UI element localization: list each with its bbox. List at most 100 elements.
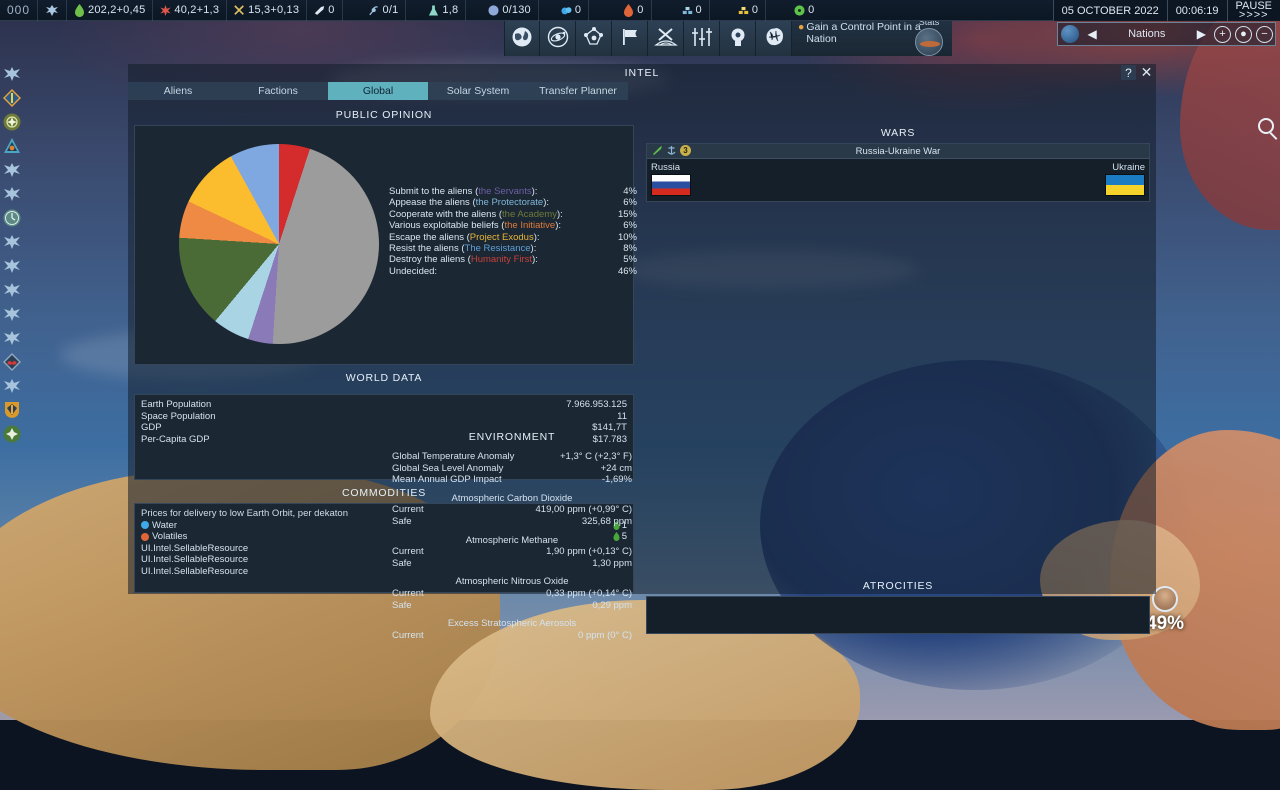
military-ops-icon	[690, 26, 714, 48]
resource-energy[interactable]: 40,2+1,3	[153, 0, 227, 21]
tab-transfer-planner[interactable]: Transfer Planner	[528, 82, 628, 100]
mission-control-icon	[369, 4, 380, 17]
row-value: 0,29 ppm	[592, 600, 632, 612]
sidebar-shield-icon	[3, 401, 21, 419]
row-label: Current	[392, 504, 424, 516]
resource-noble-metals[interactable]: 0	[710, 0, 766, 21]
tab-solar-system[interactable]: Solar System	[428, 82, 528, 100]
tab-aliens[interactable]: Aliens	[128, 82, 228, 100]
legend-faction-name: Humanity First	[471, 254, 532, 265]
commodity-name: UI.Intel.SellableResource	[141, 566, 248, 578]
military-ops-button[interactable]	[684, 18, 720, 56]
prev-layer-button[interactable]: ◀	[1082, 27, 1103, 41]
sidebar-item-shield[interactable]	[0, 398, 24, 422]
zoom-out-button[interactable]: −	[1256, 26, 1273, 43]
sidebar-diamond-icon	[3, 89, 21, 107]
intel-title-bar: INTEL ? ✕	[128, 64, 1156, 82]
resource-metals[interactable]: 0	[652, 0, 710, 21]
sidebar-item-alien-5[interactable]	[0, 254, 24, 278]
resource-value: 15,3+0,13	[248, 4, 299, 16]
sidebar-item-alien-2[interactable]	[0, 158, 24, 182]
flag-button[interactable]	[612, 18, 648, 56]
resource-biomass[interactable]: 202,2+0,45	[67, 0, 153, 21]
sidebar-orb-icon	[3, 425, 21, 443]
biomass-icon	[74, 4, 85, 17]
sidebar-item-triangle[interactable]	[0, 134, 24, 158]
sidebar-alien-icon-8	[3, 330, 21, 346]
war-entry-header[interactable]: 3 Russia-Ukraine War	[647, 144, 1149, 159]
war-side-right: Ukraine	[1105, 162, 1145, 196]
tech-bulb-button[interactable]	[720, 18, 756, 56]
tech-bulb-icon	[727, 26, 749, 48]
environment-group-title: Excess Stratospheric Aerosols	[392, 618, 632, 630]
alien-bird-icon	[45, 4, 59, 17]
resource-volatiles[interactable]: 0	[589, 0, 651, 21]
row-value: 0,33 ppm (+0,14° C)	[546, 588, 632, 600]
globe-icon[interactable]	[1061, 25, 1079, 43]
solar-system-button[interactable]	[540, 18, 576, 56]
legend-faction-name: the Academy	[502, 209, 557, 220]
sidebar-item-alien-3[interactable]	[0, 182, 24, 206]
legend-percent: 15%	[618, 209, 637, 220]
sidebar-item-alien-7[interactable]	[0, 302, 24, 326]
sidebar-item-diamond-red[interactable]	[0, 350, 24, 374]
legend-faction-name: the Initiative	[504, 220, 555, 231]
legend-percent: 4%	[623, 186, 637, 197]
faction-emblem-icon[interactable]	[38, 0, 67, 21]
sidebar-alien-icon-9	[3, 378, 21, 394]
resource-boost[interactable]: 0	[307, 0, 342, 21]
rocket-icon	[314, 4, 325, 17]
legend-label: Escape the aliens (Project Exodus):	[389, 232, 540, 243]
resource-military[interactable]: 15,3+0,13	[227, 0, 307, 21]
next-layer-button[interactable]: ▶	[1191, 27, 1212, 41]
recenter-button[interactable]: ●	[1235, 26, 1252, 43]
row-label: Space Population	[141, 411, 215, 423]
tab-global[interactable]: Global	[328, 82, 428, 100]
sidebar-item-alien-1[interactable]	[0, 62, 24, 86]
flag-russia-icon	[651, 174, 691, 196]
sidebar-item-alien-4[interactable]	[0, 230, 24, 254]
world-data-heading: WORLD DATA	[128, 369, 640, 388]
tab-factions[interactable]: Factions	[228, 82, 328, 100]
resource-water[interactable]: 0	[539, 0, 589, 21]
help-button[interactable]: ?	[1121, 65, 1136, 80]
objective-bullet-icon: ●	[798, 21, 804, 33]
resource-influence[interactable]: 0/130	[466, 0, 539, 21]
earth-view-icon	[511, 26, 533, 48]
orgs-network-button[interactable]	[576, 18, 612, 56]
row-label: Earth Population	[141, 399, 211, 411]
excavation-button[interactable]	[648, 18, 684, 56]
public-opinion-pie-chart	[179, 144, 379, 344]
resource-fissiles[interactable]: 0	[766, 0, 821, 21]
close-icon[interactable]: ✕	[1139, 65, 1154, 80]
zoom-in-button[interactable]: +	[1214, 26, 1231, 43]
sidebar-item-clock[interactable]	[0, 206, 24, 230]
flask-icon	[428, 4, 439, 17]
row-value: +1,3° C (+2,3° F)	[560, 451, 632, 463]
legend-percent: 10%	[618, 232, 637, 243]
sidebar-item-diamond-blue[interactable]	[0, 86, 24, 110]
sidebar-item-alien-6[interactable]	[0, 278, 24, 302]
resource-value: 0	[575, 4, 581, 16]
map-zoom-icon[interactable]	[1258, 118, 1274, 134]
earth-view-button[interactable]	[504, 18, 540, 56]
sidebar-alien-icon-7	[3, 306, 21, 322]
main-menu-button[interactable]: 000	[0, 0, 38, 21]
stats-icon	[915, 28, 943, 56]
mind-control-button[interactable]	[756, 18, 792, 56]
sidebar-item-alien-9[interactable]	[0, 374, 24, 398]
resource-mission-control[interactable]: 0/1	[343, 0, 407, 21]
sidebar-item-medal[interactable]	[0, 110, 24, 134]
resource-value: 0/1	[383, 4, 399, 16]
resource-research[interactable]: 1,8	[406, 0, 466, 21]
war-side-left-label: Russia	[651, 162, 691, 173]
sidebar-alien-icon-4	[3, 234, 21, 250]
speed-control[interactable]: PAUSE >>>>	[1227, 0, 1280, 21]
commodity-name: Volatiles	[141, 531, 187, 543]
page-title: INTEL	[128, 67, 1156, 79]
sidebar-item-orb[interactable]	[0, 422, 24, 446]
commodity-name: Water	[141, 520, 177, 532]
stats-button[interactable]: Stats	[905, 18, 953, 56]
sidebar-item-alien-8[interactable]	[0, 326, 24, 350]
row-label: Mean Annual GDP Impact	[392, 474, 502, 486]
